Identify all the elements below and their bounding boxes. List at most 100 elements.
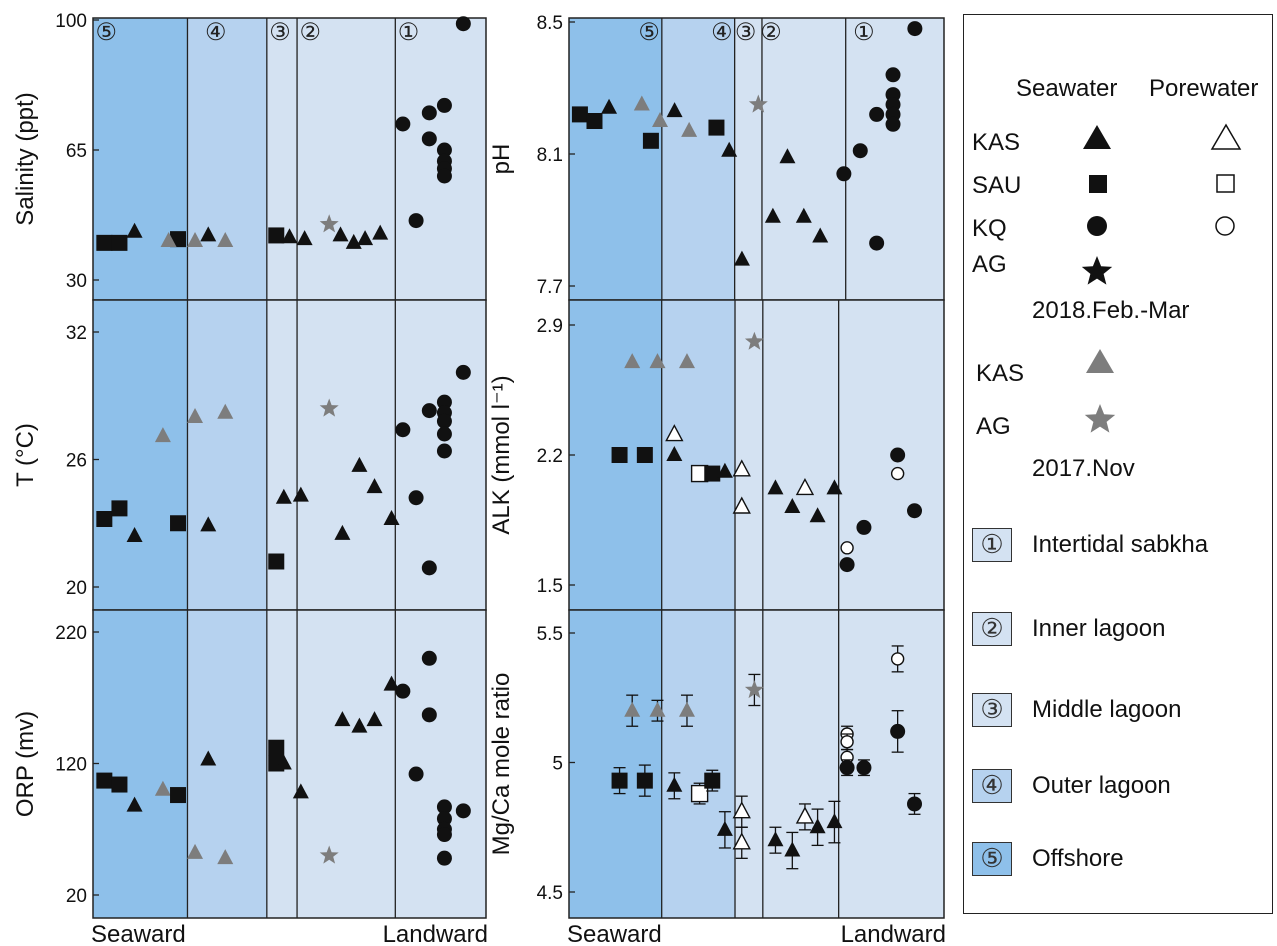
data-point-triangle	[200, 750, 217, 766]
data-point-triangle	[332, 226, 349, 242]
legend-period-2018: 2018.Feb.-Mar	[1032, 297, 1190, 324]
data-point-circle	[869, 235, 885, 251]
data-point-square	[708, 119, 725, 136]
y-axis-label: ALK (mmol l⁻¹)	[488, 375, 515, 534]
data-point-circle	[421, 105, 437, 121]
data-point-circle	[436, 168, 452, 184]
y-axis-label: Salinity (ppt)	[12, 92, 39, 225]
zone-band-4	[845, 18, 944, 300]
legend-label-ag: AG	[972, 251, 1007, 278]
zone-band-3	[297, 18, 396, 300]
data-point-triangle	[624, 701, 641, 717]
data-point-circle	[395, 116, 411, 132]
data-point-circle	[408, 766, 424, 782]
legend-period-2017: 2017.Nov	[1032, 455, 1135, 482]
data-point-square	[96, 511, 113, 527]
data-point-triangle	[681, 121, 698, 137]
data-point-triangle	[809, 507, 826, 523]
data-point-square	[642, 132, 659, 149]
data-point-triangle	[665, 424, 684, 442]
data-point-triangle	[281, 228, 298, 244]
y-tick-label: 30	[66, 271, 87, 292]
legend-kq-porewater-icon	[1215, 216, 1235, 236]
data-point-triangle	[351, 717, 368, 733]
data-point-triangle	[795, 477, 815, 496]
data-point-triangle	[372, 224, 389, 240]
panel-1: 8.5 8.1 7.7 pH ⑤ ④ ③ ② ①	[488, 13, 945, 301]
y-axis-label: T (°C)	[12, 423, 39, 487]
data-point-circle	[856, 519, 872, 535]
data-point-triangle	[795, 207, 812, 223]
zone-number-0: ⑤	[638, 18, 660, 46]
zone-swatch-5: ⑤	[972, 842, 1012, 876]
panel-3: 2.9 2.2 1.5 ALK (mmol l⁻¹)	[488, 299, 945, 611]
zone-label-4: Outer lagoon	[1032, 772, 1171, 799]
data-point-triangle	[678, 701, 695, 717]
zone-band-1	[187, 610, 267, 918]
y-tick-label: 8.1	[537, 145, 563, 166]
x-label-landward-0: Landward	[383, 921, 488, 946]
data-point-triangle	[764, 207, 781, 223]
data-point-triangle	[366, 711, 383, 727]
data-point-square	[636, 772, 653, 789]
data-point-star	[319, 845, 339, 864]
data-point-circle	[890, 652, 905, 666]
data-point-triangle	[187, 408, 204, 423]
data-point-circle	[436, 827, 452, 843]
y-axis-label: ORP (mv)	[12, 711, 39, 817]
data-point-triangle	[357, 230, 374, 246]
data-point-circle	[436, 142, 452, 158]
zone-band-0	[569, 610, 662, 918]
data-point-square	[611, 447, 628, 463]
legend-label-kas: KAS	[972, 129, 1021, 156]
data-point-circle	[436, 97, 452, 113]
panel-5: 5.5 5 4.5 Mg/Ca mole ratio	[488, 609, 945, 919]
zone-swatch-2: ②	[972, 612, 1012, 646]
data-point-circle	[436, 443, 452, 459]
data-point-triangle	[334, 711, 351, 727]
zone-band-0	[569, 18, 662, 300]
zone-label-5: Offshore	[1032, 845, 1124, 872]
legend-sau-porewater-icon	[1216, 174, 1235, 193]
zone-number-4: ①	[398, 18, 420, 46]
data-point-triangle	[275, 754, 292, 770]
data-point-triangle	[126, 222, 143, 238]
zone-band-4	[395, 610, 486, 918]
data-point-triangle	[334, 524, 351, 540]
data-point-star	[748, 94, 768, 113]
data-point-triangle	[217, 403, 234, 419]
data-point-circle	[421, 131, 437, 147]
data-point-circle	[395, 422, 411, 438]
zone-label-1: Intertidal sabkha	[1032, 531, 1209, 558]
data-point-square	[170, 787, 187, 804]
zone-band-1	[661, 610, 736, 918]
data-point-star	[744, 331, 764, 350]
data-point-circle	[421, 650, 437, 666]
data-point-triangle	[732, 459, 751, 477]
data-point-circle	[840, 735, 854, 749]
data-point-square	[111, 234, 128, 251]
data-point-triangle	[732, 496, 751, 514]
legend-header-seawater: Seawater	[1016, 75, 1118, 102]
zone-band-3	[762, 300, 839, 610]
data-point-triangle	[666, 102, 683, 118]
data-point-triangle	[200, 226, 217, 242]
data-point-square	[111, 776, 128, 793]
data-point-circle	[455, 803, 471, 819]
data-point-triangle	[217, 232, 234, 247]
data-point-circle	[408, 213, 424, 229]
legend-label-kas-2017: KAS	[976, 360, 1025, 387]
data-point-triangle	[126, 796, 143, 812]
data-point-circle	[890, 723, 906, 739]
zone-band-2	[735, 300, 763, 610]
data-point-circle	[856, 760, 872, 776]
data-point-circle	[421, 707, 437, 723]
x-label-landward-1: Landward	[841, 921, 946, 946]
data-point-star	[319, 214, 339, 233]
data-point-triangle	[351, 456, 368, 472]
data-point-triangle	[187, 232, 204, 247]
data-point-triangle	[187, 843, 204, 859]
zone-band-2	[266, 18, 298, 300]
x-label-seaward-1: Seaward	[567, 921, 662, 946]
x-label-seaward-0: Seaward	[91, 921, 186, 946]
